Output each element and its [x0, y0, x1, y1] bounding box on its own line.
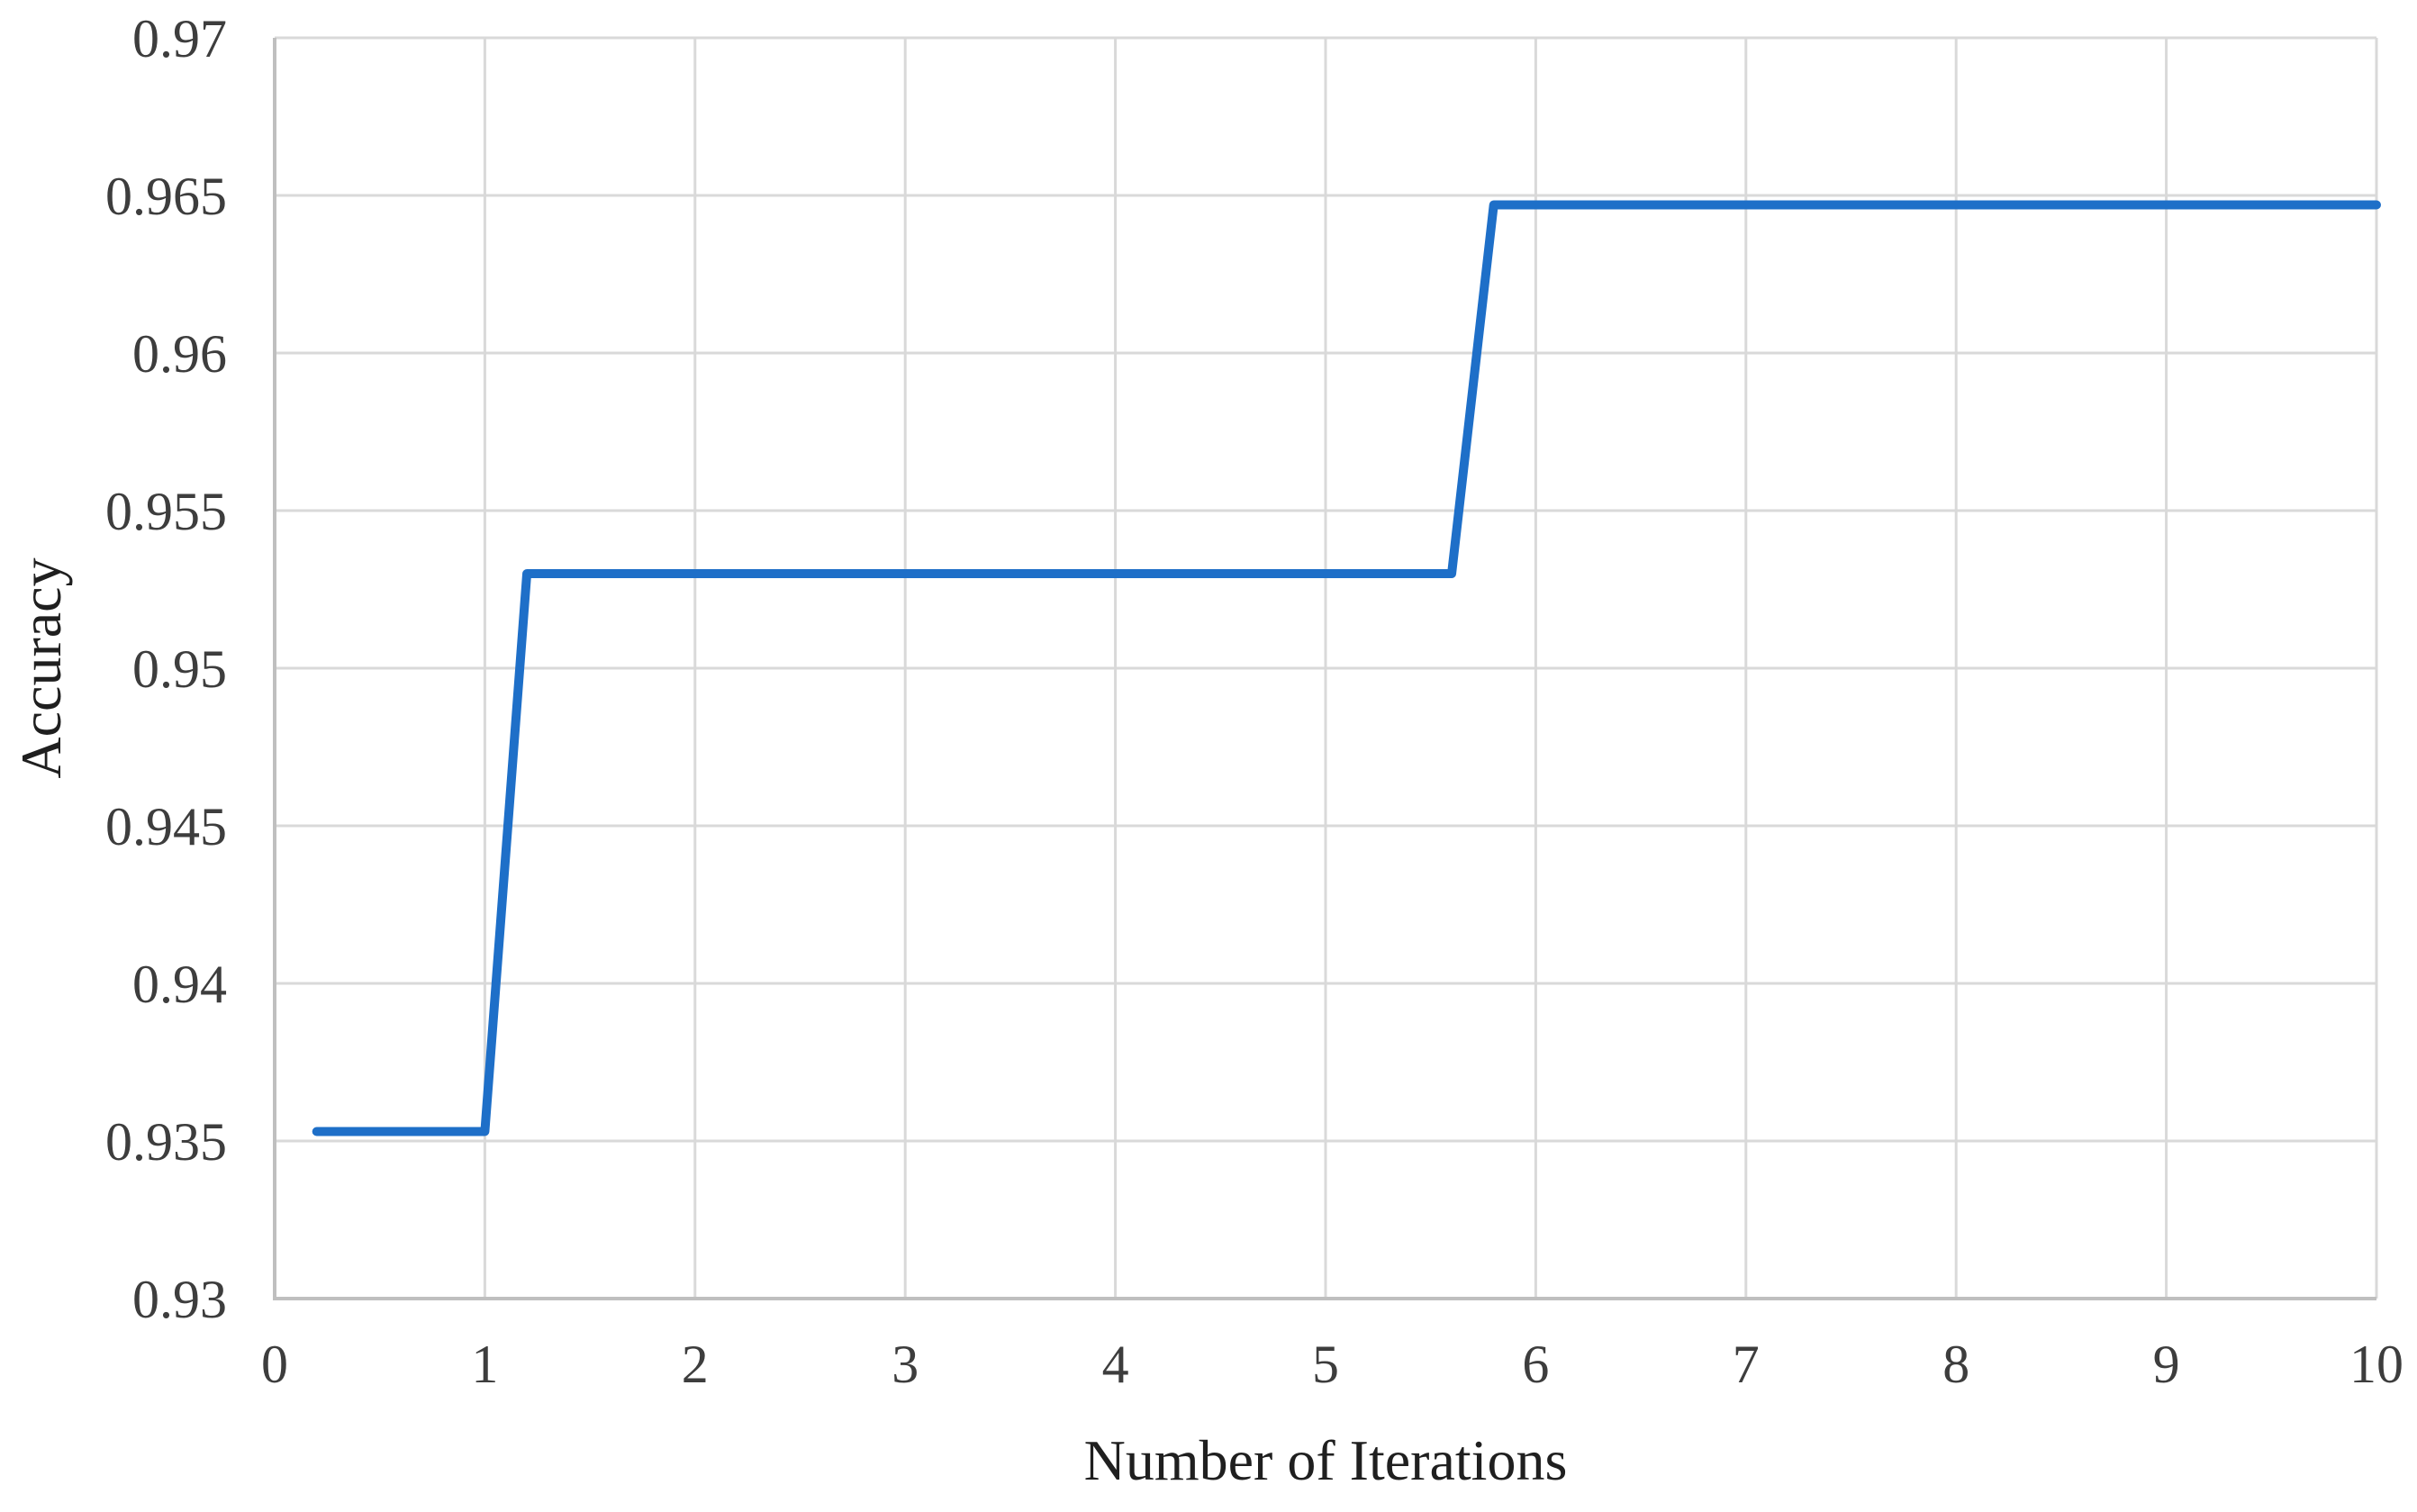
x-tick-label: 2: [682, 1335, 709, 1394]
y-tick-label: 0.965: [105, 167, 227, 226]
x-axis-title: Number of Iterations: [1083, 1428, 1568, 1492]
x-tick-label: 5: [1312, 1335, 1339, 1394]
x-tick-label: 9: [2153, 1335, 2180, 1394]
y-axis-title: Accuracy: [9, 557, 73, 779]
y-tick-label: 0.945: [105, 797, 227, 856]
x-tick-label: 1: [471, 1335, 498, 1394]
x-tick-label: 4: [1102, 1335, 1129, 1394]
x-tick-label: 3: [892, 1335, 919, 1394]
x-tick-label: 7: [1733, 1335, 1760, 1394]
y-tick-label: 0.97: [132, 9, 227, 68]
x-tick-label: 6: [1522, 1335, 1549, 1394]
y-tick-label: 0.95: [132, 639, 227, 699]
x-tick-label: 0: [261, 1335, 288, 1394]
y-tick-label: 0.96: [132, 324, 227, 384]
series-line-accuracy: [312, 200, 2381, 1136]
x-tick-label: 10: [2349, 1335, 2403, 1394]
y-tick-label: 0.955: [105, 482, 227, 541]
x-tick-label: 8: [1942, 1335, 1969, 1394]
y-tick-label: 0.935: [105, 1112, 227, 1172]
y-tick-label: 0.93: [132, 1270, 227, 1329]
y-tick-label: 0.94: [132, 955, 227, 1014]
